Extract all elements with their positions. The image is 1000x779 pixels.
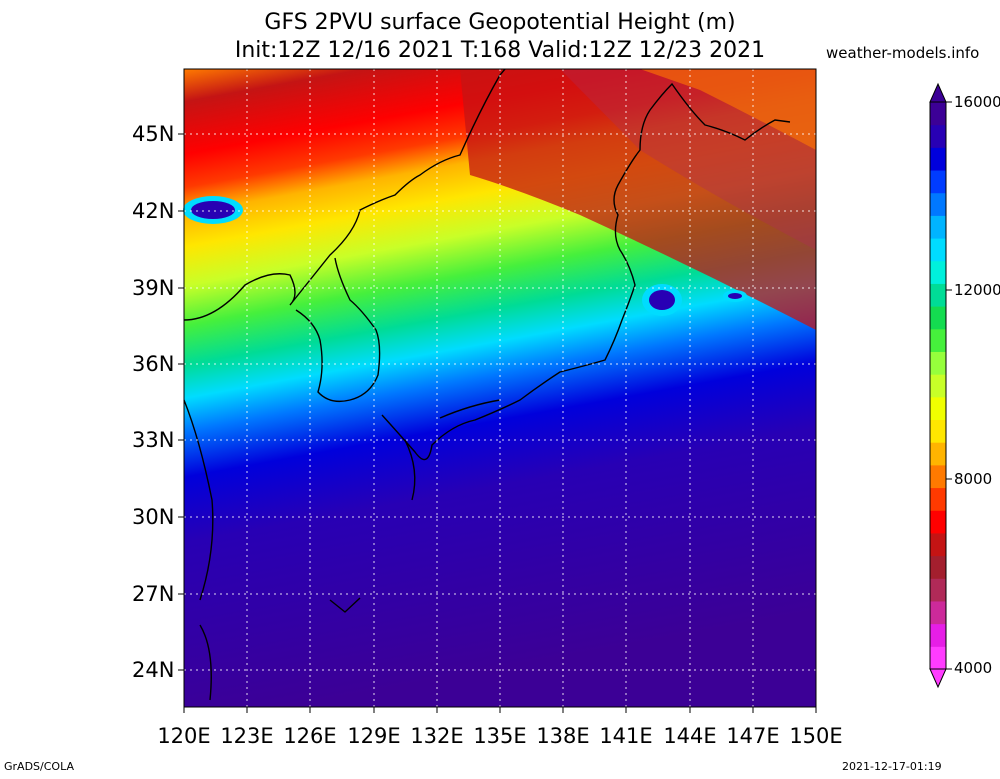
lon-label-144e: 144E [663,724,717,748]
lon-label-123e: 123E [220,724,274,748]
anomaly-west-core [191,201,235,219]
colorbar-swatch [930,464,946,489]
colorbar-label-8000: 8000 [954,470,993,488]
colorbar-swatch [930,442,946,466]
lat-label-27n: 27N [132,582,175,606]
lon-label-132e: 132E [410,724,464,748]
china-coast-south [183,399,214,601]
north-orange [640,69,816,150]
colorbar-swatch [930,578,946,602]
colorbar-swatch [930,124,946,148]
ryukyu-islands [329,597,361,613]
lat-label-30n: 30N [132,505,175,529]
lat-label-33n: 33N [132,428,175,452]
colorbar-swatch [930,170,946,194]
lat-label-42n: 42N [132,199,175,223]
chart-title-line1: GFS 2PVU surface Geopotential Height (m) [264,10,736,35]
shikoku-coast [439,399,501,419]
lon-label-129e: 129E [347,724,401,748]
footer-software-label: GrADS/COLA [4,760,74,773]
colorbar-frame [929,101,947,670]
lon-label-138e: 138E [536,724,590,748]
lon-label-147e: 147E [726,724,780,748]
colorbar-swatch [930,192,946,216]
colorbar-swatch [930,487,946,511]
colorbar-swatch [930,510,946,534]
japan-coast [381,82,791,461]
colorbar-swatch [930,646,946,670]
anomaly-east2-core [728,293,742,299]
colorbar-swatch [930,419,946,443]
lon-label-120e: 120E [157,724,211,748]
colorbar-swatch [930,623,946,647]
lon-label-135e: 135E [473,724,527,748]
lat-label-36n: 36N [132,352,175,376]
colorbar-swatch [930,374,946,398]
colorbar-label-4000: 4000 [954,659,993,677]
colorbar [929,82,952,689]
colorbar-label-12000: 12000 [954,281,1000,299]
colorbar-swatch [930,396,946,421]
lat-label-24n: 24N [132,658,175,682]
colorbar-swatch [930,306,946,330]
colorbar-label-16000: 16000 [954,93,1000,111]
colorbar-swatch [930,328,946,352]
colorbar-swatch [930,102,946,126]
colorbar-swatch [930,283,946,307]
axis-ticks [178,133,817,713]
site-label: weather-models.info [826,44,980,62]
lat-label-39n: 39N [132,276,175,300]
colorbar-swatch [930,260,946,284]
colorbar-swatch [930,238,946,262]
taiwan-coast [199,624,212,701]
kyushu-coast [404,439,416,501]
lon-label-141e: 141E [599,724,653,748]
colorbar-swatch [930,600,946,625]
colorbar-swatch [930,555,946,579]
graticule [184,69,816,707]
anomaly-east-core [649,290,675,310]
korea-coast [295,257,381,403]
lon-label-150e: 150E [789,724,843,748]
footer-timestamp: 2021-12-17-01:19 [842,760,942,773]
mainland-coast [183,68,506,321]
chart-title-line2: Init:12Z 12/16 2021 T:168 Valid:12Z 12/2… [234,38,766,63]
lat-label-45n: 45N [132,122,175,146]
colorbar-swatch [930,215,946,239]
colorbar-arrow-top [929,82,947,103]
jet-core-band [460,69,816,330]
coastlines [183,68,791,701]
colorbar-swatch [930,147,946,171]
colorbar-swatch [930,532,946,557]
lon-label-126e: 126E [283,724,337,748]
colorbar-swatch [930,351,946,375]
colorbar-arrow-bottom [929,668,947,689]
